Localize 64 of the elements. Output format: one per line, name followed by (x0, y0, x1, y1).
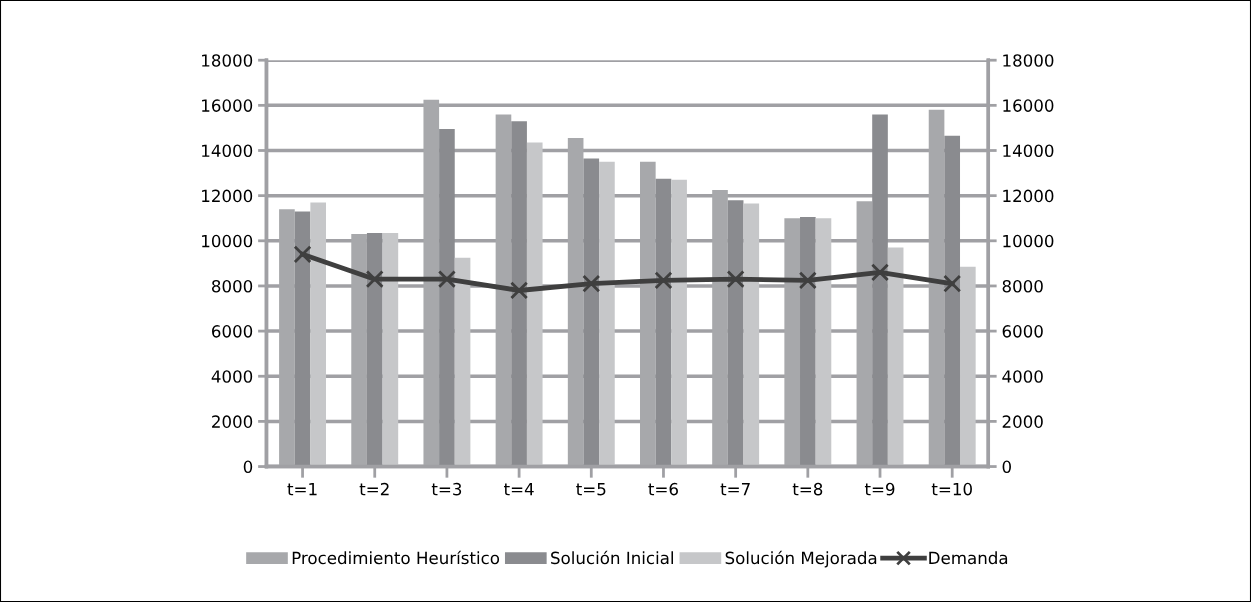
bar (310, 202, 327, 467)
point (365, 270, 384, 289)
x-tick-label: t=4 (504, 483, 534, 496)
y2-tick-label: 12000 (1003, 189, 1054, 203)
bar (294, 211, 311, 467)
point (437, 270, 456, 289)
y-tick-label: 0 (243, 460, 253, 474)
y2-tick-label: 16000 (1003, 99, 1054, 112)
x-tick-label: t=8 (792, 482, 823, 496)
bar (944, 135, 961, 467)
point (798, 271, 817, 290)
bar (960, 266, 976, 467)
point (510, 281, 529, 300)
x-tick-label: t=7 (720, 483, 750, 496)
legend-label: Demanda (929, 551, 1008, 565)
y2-tick-label: 14000 (1003, 144, 1054, 158)
bar (872, 114, 888, 467)
y-tick-label: 14000 (202, 144, 253, 158)
y-tick-label: 6000 (212, 325, 253, 338)
legend-label: Solución Inicial (551, 550, 673, 565)
x-tick-label: t=2 (359, 482, 389, 496)
bar (583, 158, 600, 467)
point (943, 274, 962, 293)
x-tick-label: t=5 (576, 483, 606, 496)
point (726, 270, 745, 289)
point (293, 245, 312, 264)
bar (454, 257, 471, 467)
bar (366, 232, 383, 467)
y-tick-label: 4000 (211, 370, 253, 383)
y2-tick-label: 6000 (1002, 325, 1043, 338)
legend-label: Procedimiento Heurístico (292, 550, 500, 565)
x-tick-label: t=10 (931, 482, 972, 496)
point (582, 274, 601, 293)
y2-tick-label: 10000 (1003, 234, 1054, 248)
y2-tick-label: 4000 (1002, 370, 1043, 383)
bar (727, 200, 744, 467)
y2-tick-label: 0 (1002, 460, 1011, 474)
bar (439, 129, 455, 467)
y-tick-label: 2000 (212, 415, 253, 428)
y-tick-label: 12000 (202, 189, 253, 203)
point (870, 263, 890, 282)
bar (526, 142, 543, 467)
legend-label: Solución Mejorada (725, 550, 877, 568)
y-tick-label: 8000 (211, 279, 253, 293)
x-tick-label: t=1 (287, 483, 317, 496)
x-tick-label: t=9 (864, 482, 895, 496)
y-tick-label: 10000 (202, 234, 253, 248)
x-tick-label: t=6 (648, 482, 678, 496)
y-tick-label: 18000 (202, 54, 253, 67)
y-tick-label: 16000 (202, 99, 253, 112)
bar (382, 232, 399, 467)
bar (671, 179, 687, 467)
y2-tick-label: 2000 (1002, 415, 1043, 428)
point (654, 271, 673, 290)
y2-tick-label: 8000 (1002, 279, 1043, 293)
y2-tick-label: 18000 (1003, 54, 1054, 67)
bar (743, 203, 760, 467)
bar (655, 178, 672, 467)
bar (599, 161, 615, 467)
x-tick-label: t=3 (431, 482, 462, 496)
bar (815, 218, 832, 467)
bar (887, 247, 904, 467)
bar (800, 217, 816, 467)
bar (511, 121, 527, 467)
